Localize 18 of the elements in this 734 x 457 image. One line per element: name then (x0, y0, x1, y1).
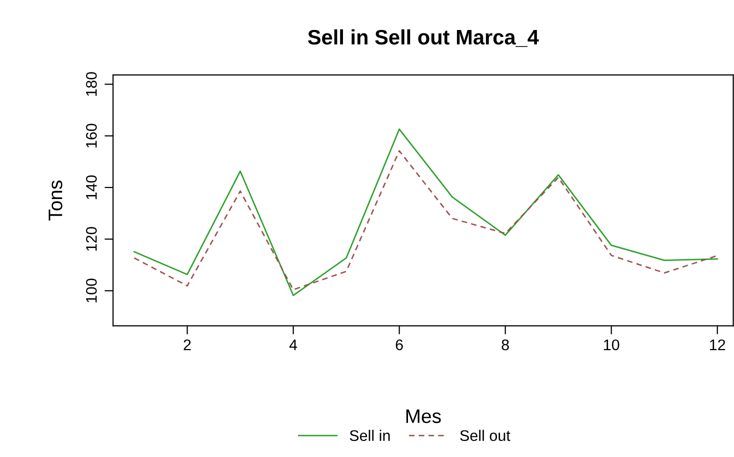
y-tick-label: 180 (86, 72, 97, 96)
y-tick-label: 120 (86, 226, 97, 251)
legend-label: Sell in (350, 430, 390, 442)
x-tick-label: 10 (604, 339, 620, 350)
x-axis-title: Mes (406, 410, 441, 424)
x-tick-label: 4 (289, 340, 298, 350)
chart-title: Sell in Sell out Marca_4 (308, 29, 539, 47)
y-axis-title: Tons (48, 180, 62, 220)
legend-label: Sell out (460, 430, 510, 442)
x-tick-label: 8 (502, 339, 509, 350)
y-tick-label: 140 (86, 175, 97, 200)
y-tick-label: 160 (86, 124, 97, 148)
x-tick-label: 6 (396, 339, 403, 350)
x-tick-label: 2 (184, 339, 191, 350)
y-tick-label: 100 (86, 278, 97, 302)
line-series (134, 150, 718, 290)
x-tick-label: 12 (710, 339, 726, 350)
line-series (134, 128, 718, 296)
